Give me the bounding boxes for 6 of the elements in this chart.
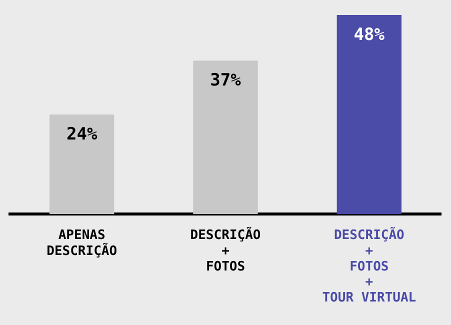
- data-label: 37%: [210, 70, 242, 91]
- x-tick-label: APENAS DESCRIÇÃO: [46, 228, 118, 259]
- x-tick-label: DESCRIÇÃO + FOTOS: [190, 226, 261, 274]
- data-label: 24%: [66, 124, 98, 144]
- data-label: 48%: [354, 24, 386, 45]
- x-tick-label: DESCRIÇÃO + FOTOS + TOUR VIRTUAL: [322, 226, 416, 306]
